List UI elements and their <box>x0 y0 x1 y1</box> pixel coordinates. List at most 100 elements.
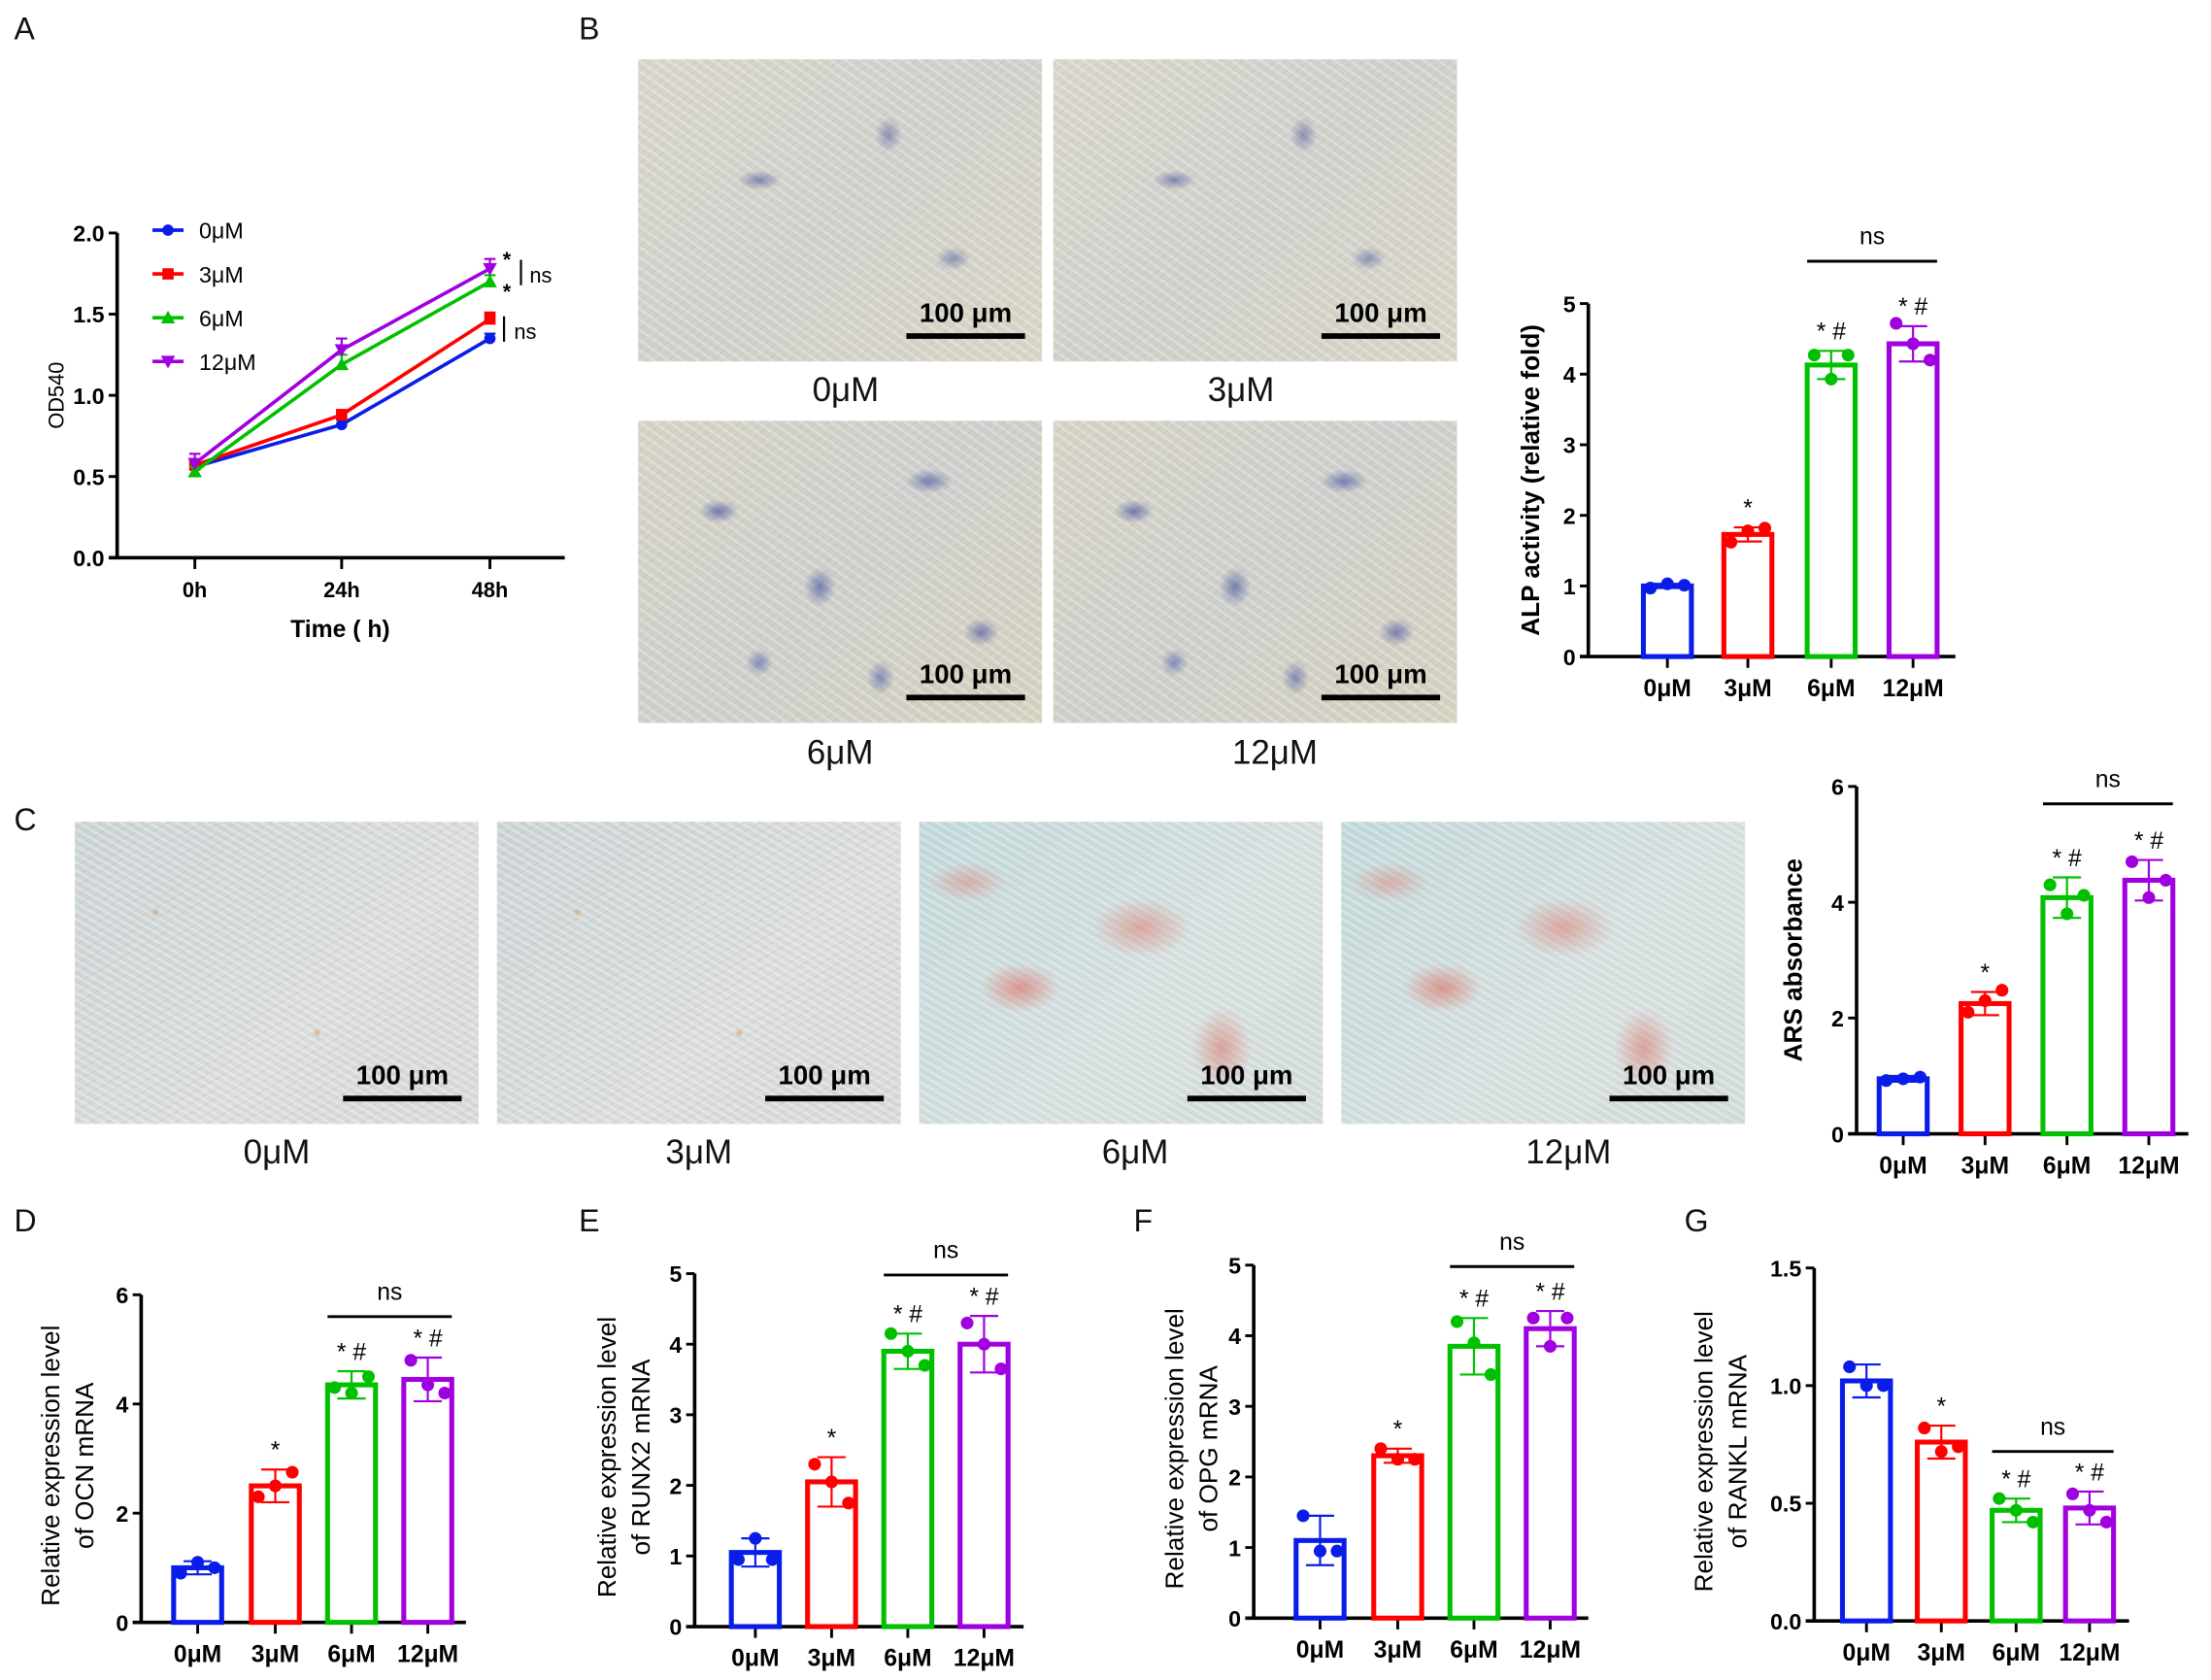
data-point <box>1961 1005 1975 1019</box>
y-axis-title: of RUNX2 mRNA <box>626 1359 655 1556</box>
bar-3μM <box>1914 1439 1968 1624</box>
data-point <box>2159 873 2172 887</box>
x-axis-title: Time ( h) <box>290 617 389 643</box>
data-point <box>808 1458 821 1471</box>
significance-mark: * # <box>2001 1467 2030 1494</box>
y-axis-title: of OPG mRNA <box>1193 1365 1223 1532</box>
data-point <box>174 1566 187 1580</box>
y-tick-label: 0 <box>1563 645 1576 670</box>
data-point <box>404 1354 418 1367</box>
significance-mark: * # <box>413 1326 442 1352</box>
data-point <box>1807 349 1821 362</box>
data-point <box>1374 1442 1388 1456</box>
scale-bar <box>765 1095 885 1102</box>
ns-label: ns <box>529 263 552 287</box>
scale-bar-label: 100 μm <box>919 660 1013 691</box>
ars-stain-image-6um: 100 μm <box>919 822 1323 1125</box>
y-tick-label: 2 <box>669 1473 682 1498</box>
scale-bar <box>906 694 1025 701</box>
significance-mark: * # <box>2134 828 2163 855</box>
scale-bar <box>1321 694 1441 701</box>
data-point <box>1913 1070 1926 1084</box>
x-tick-label: 0μM <box>1296 1637 1344 1663</box>
bar-0μM <box>1876 1076 1930 1137</box>
alp-stain-image-0um: 100 μm <box>638 59 1043 362</box>
y-tick-label: 1.0 <box>1770 1374 1801 1399</box>
significance-mark: * # <box>1898 294 1927 320</box>
data-point <box>1408 1453 1422 1466</box>
ns-label: ns <box>377 1279 402 1305</box>
x-tick-label: 0μM <box>731 1646 779 1672</box>
data-point <box>2099 1515 2113 1529</box>
data-point <box>1841 349 1855 362</box>
data-point <box>994 1362 1008 1376</box>
y-axis-title: Relative expression level <box>36 1326 65 1606</box>
scale-bar-label: 100 μm <box>1200 1061 1293 1092</box>
bar-3μM <box>1959 1000 2012 1137</box>
data-point <box>1952 1440 1965 1454</box>
data-point <box>1877 1379 1891 1393</box>
data-point <box>1859 1379 1873 1393</box>
data-point <box>1825 372 1838 386</box>
data-point <box>2060 907 2074 921</box>
data-point <box>251 1490 265 1503</box>
data-point <box>884 1327 898 1340</box>
ars-stain-image-0um: 100 μm <box>75 822 479 1125</box>
y-tick-label: 0.0 <box>73 546 104 571</box>
x-tick-label: 48h <box>472 578 509 602</box>
bar-12μM <box>401 1376 454 1626</box>
y-axis-title: Relative expression level <box>1690 1311 1719 1592</box>
data-point <box>765 1553 779 1566</box>
ars-stain-image-3um: 100 μm <box>496 822 901 1125</box>
y-tick-label: 3 <box>669 1403 682 1428</box>
x-tick-label: 6μM <box>1993 1640 2040 1666</box>
x-tick-label: 12μM <box>2118 1153 2179 1179</box>
ns-label: ns <box>2095 766 2121 792</box>
y-axis-title: Relative expression level <box>1159 1308 1189 1589</box>
x-tick-label: 12μM <box>1520 1637 1581 1663</box>
significance-mark: * # <box>1535 1279 1564 1305</box>
scale-bar-label: 100 μm <box>1334 660 1427 691</box>
x-tick-label: 3μM <box>251 1641 299 1667</box>
data-point <box>328 1381 342 1394</box>
y-axis-title: ARS absorbance <box>1778 858 1807 1061</box>
significance-mark: * # <box>2053 846 2082 872</box>
circle-marker <box>484 332 496 345</box>
square-marker <box>336 409 348 421</box>
significance-mark: * # <box>337 1339 366 1365</box>
legend-label: 12μM <box>199 350 256 375</box>
scale-bar <box>1187 1095 1306 1102</box>
bar-6μM <box>881 1348 935 1630</box>
x-tick-label: 0μM <box>1879 1153 1926 1179</box>
data-point <box>2125 855 2139 868</box>
data-point <box>1560 1311 1574 1325</box>
bar-0μM <box>1640 583 1694 659</box>
y-tick-label: 2 <box>116 1501 128 1527</box>
data-point <box>1906 337 1920 351</box>
significance-mark: * <box>1393 1417 1403 1443</box>
y-tick-label: 4 <box>116 1392 128 1417</box>
data-point <box>1758 521 1772 535</box>
data-point <box>1924 353 1937 367</box>
data-point <box>1484 1367 1497 1382</box>
data-point <box>1978 993 1992 1007</box>
data-point <box>1995 984 2009 997</box>
data-point <box>1918 1421 1931 1435</box>
x-tick-label: 3μM <box>1918 1640 1965 1666</box>
data-point <box>345 1386 358 1400</box>
data-point <box>1330 1544 1344 1558</box>
y-axis-title: OD540 <box>44 362 68 429</box>
data-point <box>901 1344 915 1359</box>
y-tick-label: 2 <box>1563 503 1576 528</box>
y-tick-label: 6 <box>116 1283 128 1308</box>
data-point <box>285 1465 299 1479</box>
y-axis-title: of OCN mRNA <box>70 1382 99 1549</box>
bar-3μM <box>249 1483 302 1626</box>
significance-mark: * # <box>969 1284 998 1310</box>
data-point <box>1741 524 1755 538</box>
y-tick-label: 1 <box>1228 1535 1241 1561</box>
y-tick-label: 6 <box>1831 775 1844 800</box>
significance-mark: * <box>1743 495 1753 521</box>
circle-marker <box>162 224 174 236</box>
